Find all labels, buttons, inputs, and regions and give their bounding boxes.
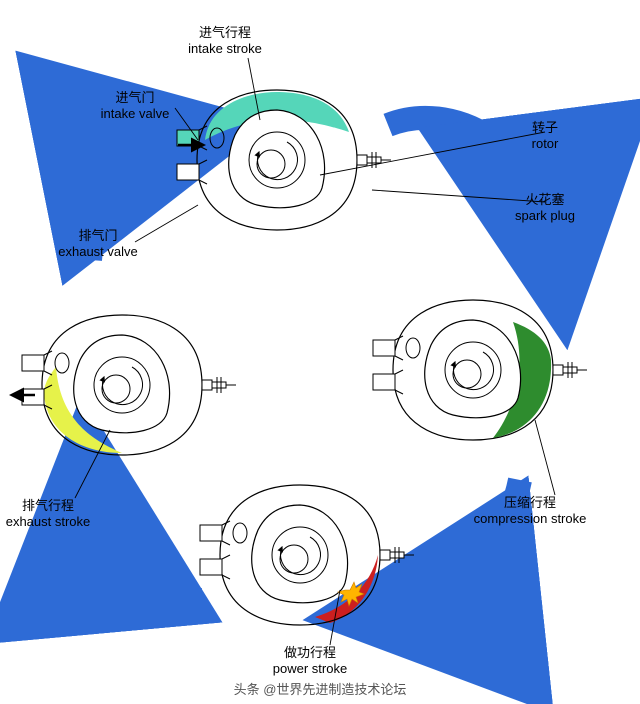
watermark-text: 头条 @世界先进制造技术论坛 [234, 679, 407, 698]
spark-plug-icon [202, 377, 236, 393]
label-en: intake stroke [188, 41, 262, 57]
label-cn: 火花塞 [515, 192, 575, 208]
label-cn: 进气行程 [188, 25, 262, 41]
spark-plug-icon [380, 547, 414, 563]
label-en: exhaust stroke [6, 514, 91, 530]
label-en: exhaust valve [58, 244, 138, 260]
label-cn: 排气行程 [6, 498, 91, 514]
engine-exhaust [22, 315, 236, 455]
label-en: compression stroke [474, 511, 587, 527]
diagram-svg [0, 0, 640, 704]
intake-port [373, 336, 420, 360]
rotor-shape [74, 335, 170, 433]
label-cn: 转子 [532, 120, 559, 136]
label-exhaust_valve: 排气门exhaust valve [58, 228, 138, 261]
engine-power [200, 485, 414, 625]
label-en: rotor [532, 136, 559, 152]
rotor-shape [425, 320, 521, 418]
engine-compression [373, 300, 587, 440]
label-en: intake valve [101, 106, 170, 122]
label-intake_stroke: 进气行程intake stroke [188, 25, 262, 58]
label-rotor: 转子rotor [532, 120, 559, 153]
diagram-stage: 头条 @世界先进制造技术论坛 进气行程intake stroke进气门intak… [0, 0, 640, 704]
label-en: power stroke [273, 661, 347, 677]
rotor-shape [229, 110, 325, 208]
leader-compression_stroke [535, 420, 555, 495]
label-cn: 排气门 [58, 228, 138, 244]
label-compression_stroke: 压缩行程compression stroke [474, 495, 587, 528]
intake-port [200, 521, 247, 545]
label-power_stroke: 做功行程power stroke [273, 645, 347, 678]
label-spark_plug: 火花塞spark plug [515, 192, 575, 225]
label-exhaust_stroke: 排气行程exhaust stroke [6, 498, 91, 531]
spark-plug-icon [553, 362, 587, 378]
label-en: spark plug [515, 208, 575, 224]
exhaust-port [200, 555, 230, 579]
rotor-shape [252, 505, 348, 603]
exhaust-port [373, 370, 403, 394]
intake-port [22, 351, 69, 375]
leader-exhaust_valve [135, 205, 198, 242]
label-intake_valve: 进气门intake valve [101, 90, 170, 123]
cycle-arrow-intake-compression [388, 118, 555, 255]
label-cn: 压缩行程 [474, 495, 587, 511]
engine-intake [177, 90, 391, 230]
spark-plug-icon [357, 152, 391, 168]
label-cn: 做功行程 [273, 645, 347, 661]
exhaust-port [177, 160, 207, 184]
label-cn: 进气门 [101, 90, 170, 106]
cycle-arrow-power-exhaust [90, 490, 200, 600]
